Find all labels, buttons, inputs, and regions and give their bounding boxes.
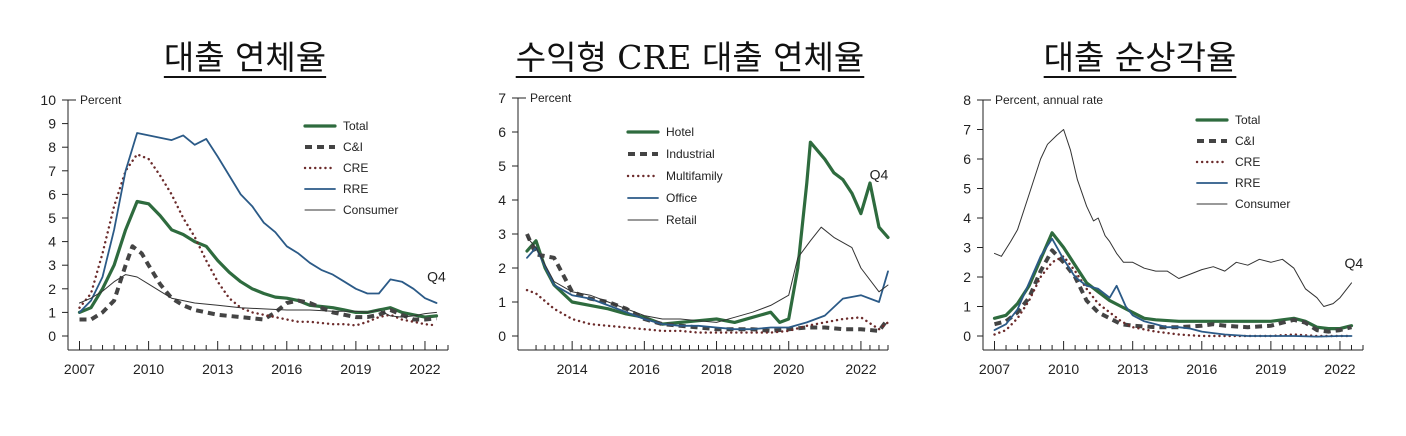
y-unit-label: Percent xyxy=(80,93,122,107)
x-tick-label: 2007 xyxy=(64,361,95,377)
series-line-cre xyxy=(993,255,1353,338)
legend-label: Retail xyxy=(666,213,697,227)
x-tick-label: 2022 xyxy=(409,361,440,377)
y-tick-label: 7 xyxy=(48,163,56,179)
y-tick-label: 3 xyxy=(498,226,506,242)
y-tick-label: 10 xyxy=(40,92,56,108)
legend-label: CRE xyxy=(343,161,368,175)
y-tick-label: 7 xyxy=(498,90,506,106)
legend-label: C&I xyxy=(343,140,363,154)
y-tick-label: 3 xyxy=(963,240,971,256)
series-line-office xyxy=(526,246,889,331)
y-tick-label: 8 xyxy=(48,139,56,155)
series-line-consumer xyxy=(994,129,1352,307)
y-unit-label: Percent xyxy=(530,91,572,105)
series-line-total xyxy=(77,199,439,319)
legend-label: Multifamily xyxy=(666,169,723,183)
y-tick-label: 4 xyxy=(498,192,506,208)
legend-label: RRE xyxy=(1235,176,1260,190)
x-tick-label: 2019 xyxy=(340,361,371,377)
x-tick-label: 2022 xyxy=(1324,361,1355,377)
y-tick-label: 1 xyxy=(48,304,56,320)
period-annotation: Q4 xyxy=(427,269,446,285)
cre-delinquency-chart: 0 1 2 3 4 5 6 7 Percent 2014 2016 2018 2020 2022 Hotel… xyxy=(498,90,890,377)
legend-label: Total xyxy=(343,119,368,133)
x-tick-label: 2007 xyxy=(979,361,1010,377)
y-tick-label: 0 xyxy=(963,328,971,344)
legend-label: Total xyxy=(1235,113,1260,127)
legend-label: Office xyxy=(666,191,697,205)
period-annotation: Q4 xyxy=(870,167,889,183)
x-tick-label: 2013 xyxy=(1117,361,1148,377)
y-tick-label: 4 xyxy=(963,210,971,226)
x-tick-label: 2019 xyxy=(1255,361,1286,377)
series-line-consumer xyxy=(79,274,437,318)
x-tick-label: 2016 xyxy=(1186,361,1217,377)
x-tick-label: 2016 xyxy=(629,361,660,377)
series-line-c-i xyxy=(79,244,437,322)
y-tick-label: 9 xyxy=(48,116,56,132)
y-tick-label: 1 xyxy=(498,294,506,310)
y-tick-label: 7 xyxy=(963,122,971,138)
y-tick-label: 2 xyxy=(48,281,56,297)
y-unit-label: Percent, annual rate xyxy=(995,93,1103,107)
series-line-cre xyxy=(78,153,438,327)
y-tick-label: 4 xyxy=(48,234,56,250)
y-tick-label: 6 xyxy=(498,124,506,140)
x-tick-label: 2020 xyxy=(773,361,804,377)
panel-title-2: 수익형 CRE 대출 연체율 xyxy=(515,38,865,77)
legend-label: RRE xyxy=(343,182,368,196)
y-tick-label: 8 xyxy=(963,92,971,108)
x-tick-label: 2018 xyxy=(701,361,732,377)
series-line-retail xyxy=(526,226,889,323)
y-tick-label: 2 xyxy=(498,260,506,276)
y-tick-label: 6 xyxy=(963,151,971,167)
y-tick-label: 5 xyxy=(498,158,506,174)
y-tick-label: 5 xyxy=(48,210,56,226)
delinquency-rate-chart: 0 1 2 3 4 5 6 7 8 9 10 Percent 2007 2010 2013 2016 2019 2… xyxy=(40,92,449,377)
y-tick-label: 0 xyxy=(498,328,506,344)
series-line-rre xyxy=(993,237,1353,338)
x-tick-label: 2014 xyxy=(557,361,588,377)
series-line-total xyxy=(992,231,1354,331)
y-tick-label: 2 xyxy=(963,269,971,285)
series-line-industrial xyxy=(525,233,890,333)
panel-title-3: 대출 순상각율 xyxy=(1043,38,1237,77)
y-tick-label: 1 xyxy=(963,299,971,315)
legend-label: C&I xyxy=(1235,134,1255,148)
panel-title-1: 대출 연체율 xyxy=(163,38,327,77)
x-tick-label: 2010 xyxy=(133,361,164,377)
legend-label: Consumer xyxy=(343,203,398,217)
net-chargeoff-chart: 0 1 2 3 4 5 6 7 8 Percent, annual rate 2007 2010 201… xyxy=(963,92,1364,377)
series-line-hotel xyxy=(525,140,890,326)
y-tick-label: 0 xyxy=(48,328,56,344)
x-tick-label: 2022 xyxy=(845,361,876,377)
x-tick-label: 2016 xyxy=(271,361,302,377)
legend-label: CRE xyxy=(1235,155,1260,169)
y-tick-label: 5 xyxy=(963,181,971,197)
y-tick-label: 3 xyxy=(48,257,56,273)
x-tick-label: 2013 xyxy=(202,361,233,377)
legend-label: Hotel xyxy=(666,125,694,139)
series-line-rre xyxy=(78,132,438,314)
y-tick-label: 6 xyxy=(48,186,56,202)
legend-label: Consumer xyxy=(1235,197,1290,211)
legend-label: Industrial xyxy=(666,147,715,161)
x-tick-label: 2010 xyxy=(1048,361,1079,377)
period-annotation: Q4 xyxy=(1344,255,1363,271)
